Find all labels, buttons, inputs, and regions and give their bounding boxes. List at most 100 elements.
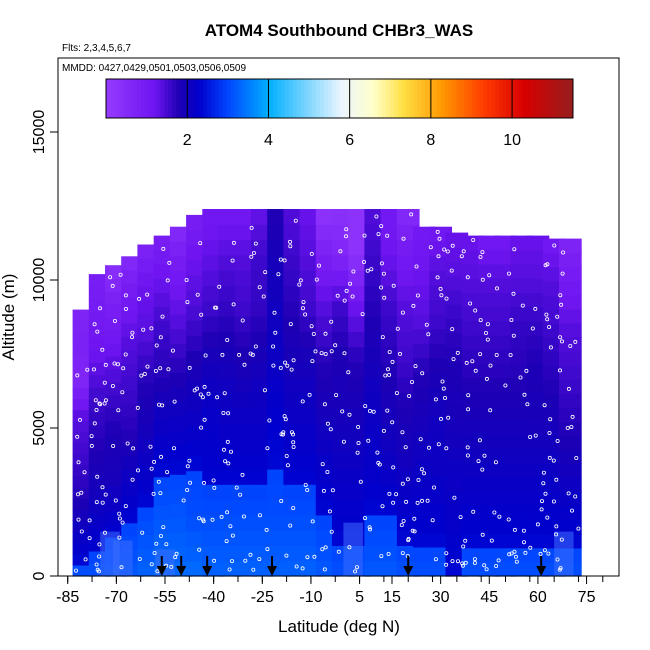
field-cell [559,294,582,310]
sample-point [112,361,117,366]
sample-point [548,345,553,350]
sample-point [167,260,172,265]
sample-point [95,567,100,572]
sample-point [400,430,405,435]
sample-point [494,286,499,291]
sample-point [158,491,163,496]
sample-point [477,438,482,443]
sample-point [465,453,470,458]
colorbar-cell [487,79,492,118]
sample-point [181,498,186,503]
sample-point [76,460,81,465]
colorbar-cell [366,79,372,118]
sample-point [375,450,380,455]
sample-point [97,542,102,547]
sample-point [172,399,177,404]
sample-point [103,362,108,367]
field-cell [559,393,582,408]
sample-point [570,414,575,419]
sample-point [353,569,358,574]
field-plume [155,549,175,576]
colorbar-cell [230,79,235,118]
sample-point [347,412,352,417]
sample-point [568,343,573,348]
sample-point [92,322,97,327]
sample-point [439,293,444,298]
sample-point [117,516,122,521]
colorbar-cell [117,79,122,118]
colorbar-cell [370,79,375,118]
sample-point [407,393,412,398]
sample-point [476,459,481,464]
colorbar-cell [222,79,228,118]
sample-point [356,440,361,445]
colorbar-cell [409,79,414,118]
sample-point [347,545,352,550]
sample-point [75,434,80,439]
sample-point [243,558,248,563]
sample-point [188,480,193,485]
sample-point [187,365,192,370]
sample-point [121,366,126,371]
sample-point [119,565,124,570]
field-cell [72,387,96,399]
sample-point [471,237,476,242]
sample-point [303,482,308,487]
sample-point [198,241,203,246]
sample-point [142,371,147,376]
colorbar-cell [152,79,157,118]
sample-point [79,490,84,495]
sample-point [463,538,468,543]
field-cell [72,354,96,366]
sample-point [465,445,470,450]
colorbar-cell [109,79,115,118]
sample-point [285,363,290,368]
sample-point [103,530,108,535]
sample-point [225,439,230,444]
sample-point [480,532,485,537]
sample-point [164,542,169,547]
sample-point [555,438,560,443]
sample-point [202,417,207,422]
sample-point [231,302,236,307]
sample-point [289,430,294,435]
colorbar-cell [125,79,130,118]
sample-point [125,441,130,446]
sample-point [419,467,424,472]
sample-point [554,524,559,529]
sample-point [187,458,192,463]
field-cell [559,435,582,451]
sample-point [329,319,334,324]
sample-point [362,233,367,238]
sample-point [346,370,351,375]
sample-point [74,568,79,573]
sample-point [276,272,281,277]
sample-point [380,335,385,340]
profile-arrow [267,556,278,576]
sample-point [406,538,411,543]
sample-point [297,282,302,287]
sample-point [300,306,305,311]
colorbar-cell [358,79,364,118]
field-cell [72,320,96,333]
sample-point [344,227,349,232]
sample-point [511,333,516,338]
sample-point [487,273,492,278]
x-tick-label: -85 [56,589,79,606]
colorbar-cell [522,79,527,118]
sample-point [267,418,272,423]
sample-point [98,306,103,311]
sample-point [220,352,225,357]
sample-point [444,551,449,556]
sample-point [201,519,206,524]
field-plume [554,531,574,576]
sample-point [428,245,433,250]
sample-point [217,284,222,289]
sample-point [325,469,330,474]
sample-point [565,425,570,430]
sample-point [303,312,308,317]
colorbar-cell [113,79,119,118]
sample-point [520,303,525,308]
sample-point [117,535,122,540]
sample-point [197,516,202,521]
